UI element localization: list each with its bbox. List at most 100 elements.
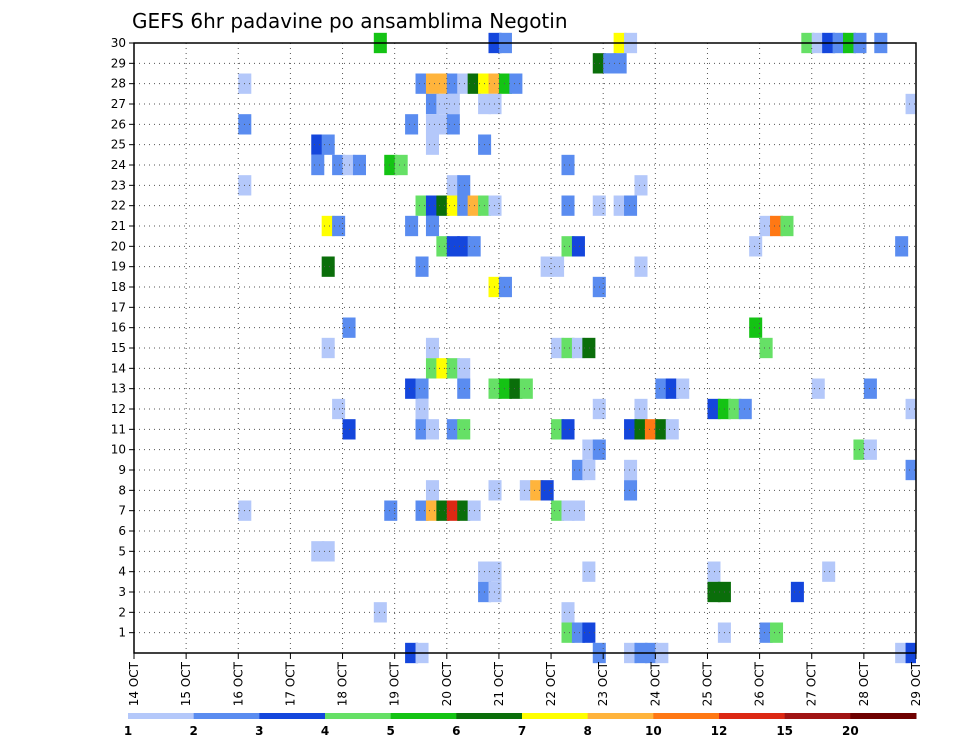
heatmap-cell	[707, 561, 721, 582]
heatmap-cell	[425, 93, 439, 115]
heatmap-cell	[311, 154, 325, 176]
heatmap-cell	[457, 73, 471, 94]
y-tick-label: 3	[118, 585, 126, 599]
heatmap-cell	[498, 73, 512, 94]
y-tick-label: 25	[111, 138, 126, 152]
heatmap-cell	[561, 195, 575, 216]
heatmap-cell	[311, 541, 325, 562]
heatmap-cell	[457, 500, 471, 521]
heatmap-cell	[571, 236, 585, 257]
colorbar-label: 4	[321, 724, 329, 738]
colorbar-segment	[850, 713, 917, 719]
x-tick-label: 17 OCT	[283, 661, 297, 706]
heatmap-cell	[582, 439, 596, 460]
heatmap-cell	[446, 500, 460, 521]
x-tick-label: 20 OCT	[440, 661, 454, 706]
heatmap-cell	[561, 236, 575, 257]
heatmap-cell	[863, 439, 877, 460]
heatmap-cell	[311, 134, 325, 155]
heatmap-cell	[425, 114, 439, 135]
heatmap-cell	[415, 419, 429, 440]
heatmap-cell	[488, 561, 502, 582]
heatmap-cell	[613, 53, 627, 74]
heatmap-cell	[895, 236, 909, 257]
colorbar-segment	[259, 713, 326, 719]
y-tick-label: 18	[111, 280, 126, 294]
y-tick-label: 28	[111, 77, 126, 91]
heatmap-cell	[551, 500, 565, 521]
heatmap-cell	[446, 195, 460, 216]
x-tick-label: 19 OCT	[388, 661, 402, 706]
heatmap-cell	[436, 236, 450, 257]
y-tick-label: 22	[111, 199, 126, 213]
heatmap-cell	[436, 114, 450, 135]
y-tick-label: 10	[111, 443, 126, 457]
y-tick-label: 29	[111, 56, 126, 70]
y-tick-label: 9	[118, 463, 126, 477]
heatmap-cell	[436, 358, 450, 379]
heatmap-cell	[551, 337, 565, 359]
y-tick-label: 23	[111, 178, 126, 192]
heatmap-cell	[571, 459, 585, 481]
heatmap-cell	[707, 398, 721, 420]
colorbar-label: 8	[583, 724, 591, 738]
heatmap-cell	[457, 358, 471, 379]
colorbar-label: 6	[452, 724, 460, 738]
heatmap-cell	[561, 419, 575, 440]
heatmap-cell	[457, 378, 471, 399]
heatmap-cell	[457, 419, 471, 440]
chart-title: GEFS 6hr padavine po ansamblima Negotin	[132, 9, 568, 33]
y-tick-label: 11	[111, 422, 126, 436]
heatmap-cell	[655, 378, 669, 399]
colorbar-label: 20	[842, 724, 859, 738]
y-tick-label: 1	[118, 626, 126, 640]
heatmap-cell	[488, 480, 502, 501]
heatmap-cell	[561, 622, 575, 643]
heatmap-cell	[790, 581, 804, 603]
colorbar-label: 15	[776, 724, 793, 738]
heatmap-cell	[759, 337, 773, 359]
y-tick-label: 30	[111, 36, 126, 50]
heatmap-cell	[415, 378, 429, 399]
heatmap-cell	[634, 419, 648, 440]
heatmap-cell	[488, 73, 502, 94]
heatmap-cell	[446, 236, 460, 257]
heatmap-cell	[571, 500, 585, 521]
x-axis: 14 OCT 15 OCT 16 OCT 17 OCT 18 OCT 19 OCT 20 O…	[127, 653, 923, 706]
heatmap-cell	[446, 114, 460, 135]
y-tick-label: 6	[118, 524, 126, 538]
heatmap-cell	[863, 378, 877, 399]
heatmap-cell	[384, 154, 398, 176]
heatmap-cell	[415, 500, 429, 521]
colorbar-segment	[456, 713, 523, 719]
colorbar-segment	[719, 713, 786, 719]
x-tick-label: 24 OCT	[648, 661, 662, 706]
heatmap-cell	[425, 480, 439, 501]
x-tick-label: 16 OCT	[231, 661, 245, 706]
x-tick-label: 22 OCT	[544, 661, 558, 706]
y-tick-label: 26	[111, 117, 126, 131]
heatmap-cell	[321, 337, 335, 359]
y-axis: 1234567891011121314151617181920212223242…	[111, 36, 134, 640]
heatmap-cell	[405, 215, 419, 237]
colorbar-segment	[522, 713, 589, 719]
heatmap-cell	[321, 541, 335, 562]
heatmap-cell	[425, 215, 439, 237]
colorbar-segment	[325, 713, 392, 719]
y-tick-label: 16	[111, 321, 126, 335]
colorbar-label: 7	[518, 724, 526, 738]
colorbar-segment	[587, 713, 654, 719]
heatmap-cell	[749, 236, 763, 257]
heatmap-cell	[384, 500, 398, 521]
heatmap-cell	[457, 236, 471, 257]
y-tick-label: 14	[111, 361, 126, 375]
heatmap-cell	[446, 93, 460, 115]
y-tick-label: 12	[111, 402, 126, 416]
heatmap-cell	[332, 398, 346, 420]
heatmap-cell	[822, 561, 836, 582]
colorbar-label: 5	[386, 724, 394, 738]
heatmap-cell	[425, 500, 439, 521]
x-tick-label: 21 OCT	[492, 661, 506, 706]
x-tick-label: 23 OCT	[596, 661, 610, 706]
